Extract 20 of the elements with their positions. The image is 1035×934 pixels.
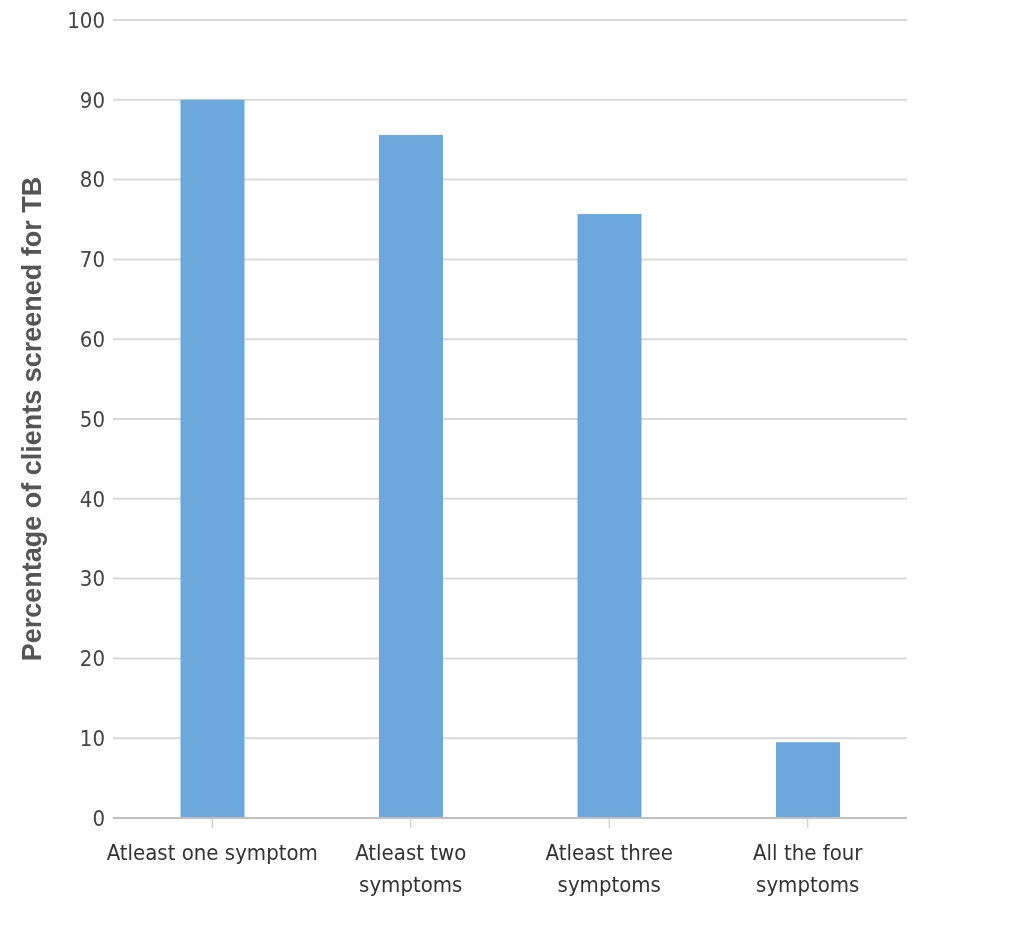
x-tick-label: Atleast two symptoms xyxy=(355,839,467,897)
bar xyxy=(577,213,642,818)
y-tick-label: 90 xyxy=(79,87,105,113)
y-tick-label: 0 xyxy=(92,805,105,831)
y-axis-title: Percentage of clients screened for TB xyxy=(16,176,47,662)
y-tick-label: 60 xyxy=(79,327,105,353)
y-tick-label: 20 xyxy=(79,646,105,672)
y-tick-label: 80 xyxy=(79,167,105,193)
x-tick-label: Atleast three symptoms xyxy=(545,839,673,897)
bar xyxy=(378,134,443,818)
y-tick-label: 10 xyxy=(79,726,105,752)
y-tick-label: 100 xyxy=(67,7,105,33)
y-tick-label: 30 xyxy=(79,566,105,592)
bar xyxy=(180,99,245,818)
x-tick-label: All the four symptoms xyxy=(753,839,864,897)
bar xyxy=(775,742,840,818)
y-tick-label: 40 xyxy=(79,486,105,512)
y-tick-label: 50 xyxy=(79,406,105,432)
x-tick-label: Atleast one symptom xyxy=(106,839,318,865)
y-tick-label: 70 xyxy=(79,247,105,273)
